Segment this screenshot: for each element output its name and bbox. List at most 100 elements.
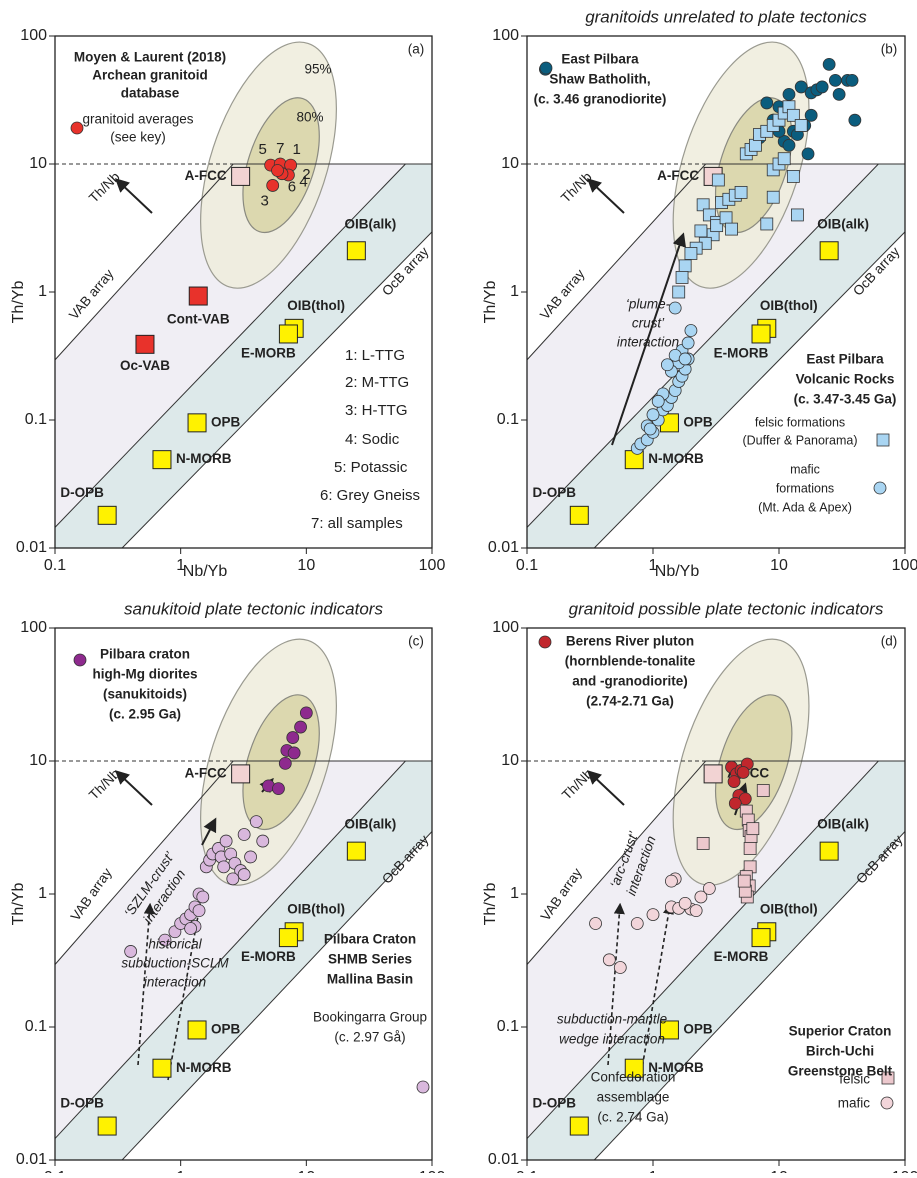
reference-point [152, 1058, 172, 1078]
annotation: 7: all samples [311, 515, 403, 532]
data-point [287, 746, 301, 760]
legend-label: mafic [838, 1096, 871, 1111]
data-point [794, 119, 808, 132]
annotation: Superior Craton [789, 1024, 892, 1039]
x-tick-label: 100 [419, 1169, 446, 1173]
arrow [114, 770, 153, 806]
panel-title: sanukitoid plate tectonic indicators [124, 599, 383, 618]
reference-label: N-MORB [176, 1060, 232, 1075]
annotation: 4: Sodic [345, 431, 400, 448]
reference-point [278, 324, 298, 344]
y-axis-label: Th/Yb [482, 883, 499, 926]
reference-point [187, 413, 207, 433]
panel-title: granitoids unrelated to plate tectonics [585, 7, 867, 26]
data-point [804, 108, 818, 122]
data-point [689, 904, 703, 918]
reference-label: A-FCC [185, 765, 227, 780]
reference-label: D-OPB [533, 1096, 577, 1111]
legend-label: (Duffer & Panorama) [742, 433, 857, 447]
annotation: 2: M-TTG [345, 374, 409, 391]
data-point [299, 706, 313, 720]
annotation: Confederation [591, 1070, 676, 1085]
legend-label: (hornblende-tonalite [565, 654, 696, 669]
annotation: 6: Grey Gneiss [320, 487, 420, 504]
legend-label: mafic [790, 462, 820, 476]
legend-marker [539, 61, 553, 75]
data-point [672, 285, 686, 299]
reference-label: D-OPB [533, 485, 577, 500]
legend-marker [876, 433, 890, 447]
annotation: Th/Nb [86, 766, 123, 803]
array-line [121, 231, 433, 549]
x-axis-label: Nb/Yb [183, 563, 228, 580]
data-point [737, 874, 751, 888]
array-line [526, 760, 879, 1139]
reference-label: OPB [211, 414, 241, 429]
arrow [586, 770, 625, 806]
reference-point [231, 764, 251, 784]
annotation: wedge interaction [559, 1032, 665, 1047]
point-label: 1 [292, 141, 300, 158]
annotation: Th/Nb [559, 766, 596, 803]
data-point [694, 890, 708, 904]
y-tick-label: 1 [38, 283, 47, 300]
reference-label: E-MORB [241, 949, 296, 964]
data-point [710, 219, 724, 233]
reference-label: OIB(alk) [344, 216, 396, 231]
reference-label: OIB(alk) [817, 216, 869, 231]
y-tick-label: 10 [29, 155, 47, 172]
annotation: Th/Nb [558, 169, 595, 206]
data-point [278, 756, 292, 770]
annotation: Archean granitoid [92, 68, 208, 83]
array-line [526, 163, 879, 528]
y-tick-label: 10 [501, 752, 519, 769]
arrow [114, 178, 153, 214]
x-tick-label: 0.1 [44, 557, 66, 574]
y-axis-label: Th/Yb [10, 883, 27, 926]
arrow [639, 902, 675, 1081]
x-tick-label: 100 [892, 557, 917, 574]
x-tick-label: 10 [297, 1169, 315, 1173]
reference-label: A-FCC [657, 168, 699, 183]
reference-point [819, 841, 839, 861]
point-label: 2 [302, 166, 310, 183]
annotation: interaction [617, 335, 679, 350]
data-point [694, 224, 708, 238]
reference-point [135, 334, 155, 354]
arrow [586, 178, 625, 214]
array-line [54, 760, 234, 965]
data-point [589, 917, 602, 930]
point-label: 5 [258, 141, 266, 158]
x-tick-label: 10 [297, 557, 315, 574]
reference-point [152, 450, 172, 470]
x-tick-label: 10 [770, 1169, 788, 1173]
data-point [684, 247, 698, 260]
ocb-array [527, 761, 905, 1160]
reference-label: E-MORB [241, 346, 296, 361]
annotation: (c. 3.47-3.45 Ga) [794, 392, 897, 407]
reference-point [346, 241, 366, 261]
y-tick-label: 0.1 [25, 1018, 47, 1035]
data-point [272, 782, 285, 796]
y-tick-label: 1 [510, 283, 519, 300]
point-label: 6 [288, 179, 296, 196]
data-point [728, 796, 742, 810]
x-tick-label: 1 [649, 1169, 658, 1173]
data-point [760, 217, 774, 231]
data-point [828, 73, 842, 87]
data-point [734, 185, 748, 199]
reference-label: A-FCC [185, 168, 227, 183]
legend-marker [880, 1096, 894, 1110]
annotation: subduction-mantle [557, 1012, 667, 1027]
reference-point [569, 1116, 589, 1136]
data-point [832, 87, 846, 101]
data-point [124, 945, 138, 958]
reference-point [751, 928, 771, 948]
y-tick-label: 0.1 [497, 411, 519, 428]
point-label: 4 [299, 173, 307, 190]
array-line [526, 163, 707, 361]
ocb-array [55, 761, 432, 1160]
data-point [237, 828, 251, 841]
data-point [646, 908, 660, 922]
